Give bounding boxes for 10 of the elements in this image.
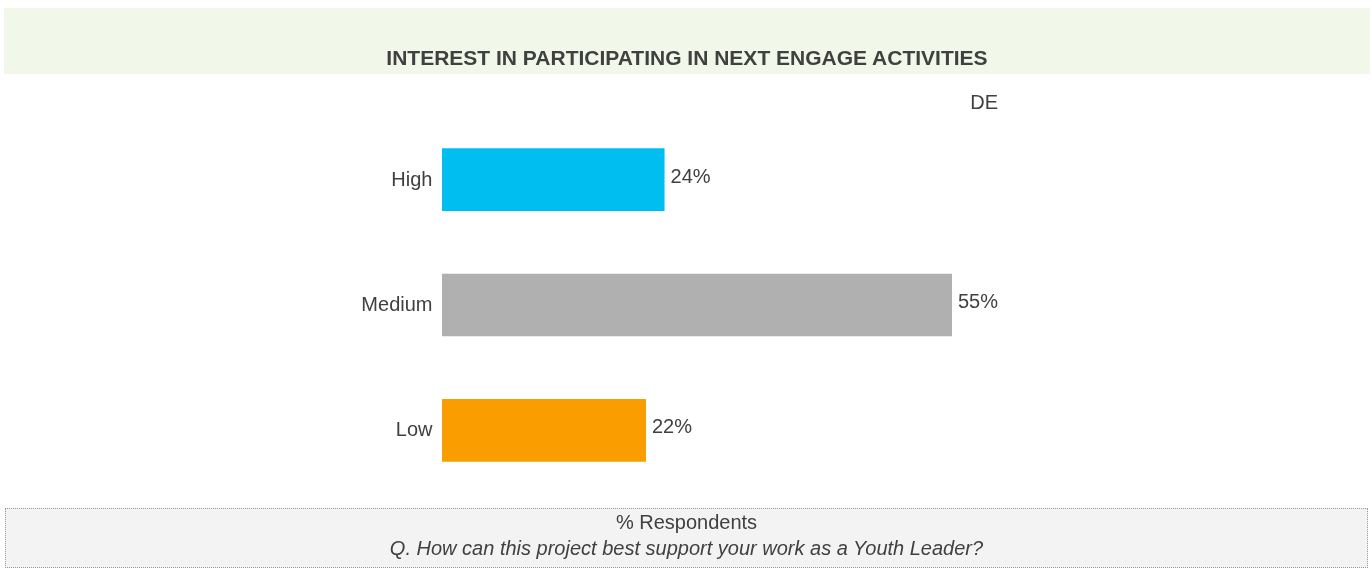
y-tick-label: Low <box>395 418 434 441</box>
chart-subtitle: DE <box>970 91 999 113</box>
data-label: 22% <box>652 415 693 438</box>
chart-title: INTEREST IN PARTICIPATING IN NEXT ENGAGE ACTIVITIES <box>385 46 989 70</box>
data-label: 24% <box>670 164 711 187</box>
text: Q. How can this project best support your work as a Youth Leader? <box>388 536 985 561</box>
data-label: 55% <box>958 290 999 312</box>
text: % Respondents <box>614 510 759 535</box>
y-tick-label: Medium <box>361 293 433 315</box>
y-tick-label: High <box>391 167 433 190</box>
